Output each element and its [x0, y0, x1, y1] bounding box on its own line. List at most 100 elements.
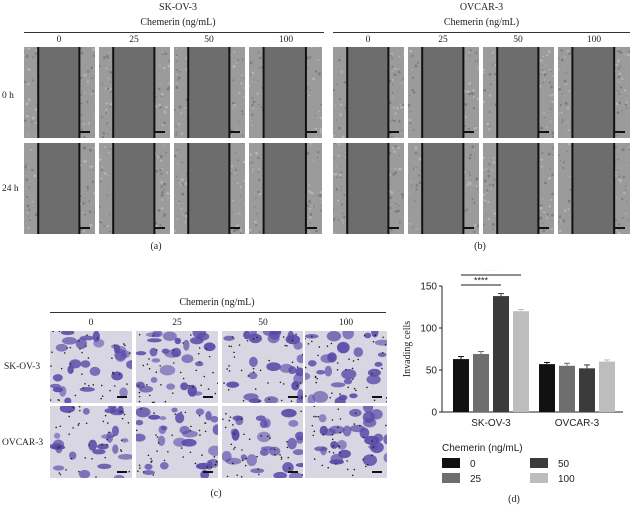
y-axis-label: Invading cells — [402, 321, 413, 377]
scale-bar — [117, 471, 127, 473]
panel-c-header-rule — [50, 312, 386, 313]
panel-a-header-rule — [24, 32, 324, 33]
transwell-micrograph-ovcar3-100 — [305, 406, 387, 478]
wound-micrograph-ovcar3-24h-50 — [483, 143, 554, 234]
legend-swatch-25 — [442, 473, 460, 483]
wound-micrograph-ovcar3-24h-0 — [333, 143, 404, 234]
transwell-micrograph-skov3-50 — [222, 331, 303, 403]
bar-sk-ov-3-25 — [473, 354, 489, 412]
bar-ovcar-3-100 — [599, 361, 615, 412]
scale-bar — [372, 396, 382, 398]
wound-micrograph-skov3-0h-0 — [24, 47, 95, 138]
panel-a-caption: (a) — [150, 241, 162, 252]
legend-title: Chemerin (ng/mL) — [442, 443, 523, 454]
bar-ovcar-3-25 — [559, 365, 575, 412]
panel-d-caption: (d) — [508, 494, 520, 505]
transwell-micrograph-ovcar3-50 — [222, 406, 303, 478]
scale-bar — [230, 131, 240, 133]
scale-bar — [615, 131, 625, 133]
x-category-label: OVCAR-3 — [555, 418, 600, 429]
legend-label-50: 50 — [558, 459, 570, 470]
legend-swatch-0 — [442, 458, 460, 468]
bar-ovcar-3-50 — [579, 368, 595, 412]
scale-bar — [203, 396, 213, 398]
panel-a-col-25: 25 — [129, 35, 139, 45]
wound-micrograph-ovcar3-0h-100 — [558, 47, 630, 138]
panel-b-col-25: 25 — [438, 35, 448, 45]
scale-bar — [389, 131, 399, 133]
scale-bar — [80, 131, 90, 133]
panel-a-col-50: 50 — [204, 35, 214, 45]
scale-bar — [155, 227, 165, 229]
panel-c-row-ovcar3: OVCAR-3 — [2, 438, 44, 448]
significance-marker: **** — [484, 270, 499, 276]
panel-a-col-0: 0 — [56, 35, 62, 45]
y-tick-label: 0 — [431, 408, 437, 419]
legend-swatch-100 — [530, 473, 548, 483]
scale-bar — [155, 131, 165, 133]
wound-micrograph-skov3-24h-100 — [249, 143, 322, 234]
transwell-micrograph-skov3-100 — [305, 331, 387, 403]
panel-a-treatment-label: Chemerin (ng/mL) — [140, 17, 216, 28]
panel-c-col-25: 25 — [172, 318, 182, 328]
scale-bar — [288, 471, 298, 473]
panel-b-col-0: 0 — [365, 35, 371, 45]
scale-bar — [615, 227, 625, 229]
scale-bar — [464, 131, 474, 133]
scale-bar — [372, 471, 382, 473]
wound-micrograph-ovcar3-0h-50 — [483, 47, 554, 138]
wound-micrograph-ovcar3-24h-25 — [408, 143, 479, 234]
significance-marker: **** — [474, 276, 489, 286]
wound-micrograph-skov3-24h-50 — [174, 143, 245, 234]
bar-ovcar-3-0 — [539, 364, 555, 412]
panel-b-cell-line: OVCAR-3 — [459, 2, 504, 13]
wound-micrograph-ovcar3-0h-0 — [333, 47, 404, 138]
panel-a-row-0h: 0 h — [2, 91, 14, 101]
panel-c-caption: (c) — [210, 488, 222, 499]
y-tick-label: 100 — [420, 324, 437, 335]
panel-c-row-skov3: SK-OV-3 — [4, 362, 41, 372]
x-category-label: SK-OV-3 — [471, 418, 511, 429]
bar-sk-ov-3-50 — [493, 296, 509, 412]
scale-bar — [464, 227, 474, 229]
wound-micrograph-skov3-0h-100 — [249, 47, 322, 138]
wound-micrograph-skov3-0h-50 — [174, 47, 245, 138]
scale-bar — [307, 227, 317, 229]
scale-bar — [539, 227, 549, 229]
scale-bar — [539, 131, 549, 133]
bar-sk-ov-3-0 — [453, 359, 469, 412]
transwell-micrograph-skov3-0 — [50, 331, 132, 403]
wound-micrograph-skov3-0h-25 — [99, 47, 170, 138]
panel-a-col-100: 100 — [278, 35, 294, 45]
panel-c-col-100: 100 — [338, 318, 354, 328]
scale-bar — [80, 227, 90, 229]
scale-bar — [117, 396, 127, 398]
transwell-micrograph-ovcar3-25 — [136, 406, 218, 478]
scale-bar — [288, 396, 298, 398]
transwell-micrograph-skov3-25 — [136, 331, 218, 403]
panel-a-row-24h: 24 h — [2, 184, 19, 194]
wound-micrograph-skov3-24h-0 — [24, 143, 95, 234]
panel-b-col-50: 50 — [513, 35, 523, 45]
panel-c-treatment-label: Chemerin (ng/mL) — [179, 297, 255, 308]
transwell-micrograph-ovcar3-0 — [50, 406, 132, 478]
y-tick-label: 50 — [426, 366, 438, 377]
invading-cells-chart: 0 50 100 150 Invading cells SK-OV-3 OVCAR-3 ***… — [402, 270, 623, 505]
panel-a-cell-line: SK-OV-3 — [159, 2, 197, 13]
scale-bar — [230, 227, 240, 229]
wound-micrograph-ovcar3-24h-100 — [558, 143, 630, 234]
scale-bar — [203, 471, 213, 473]
legend-label-0: 0 — [470, 459, 476, 470]
scale-bar — [389, 227, 399, 229]
wound-micrograph-ovcar3-0h-25 — [408, 47, 479, 138]
panel-b-treatment-label: Chemerin (ng/mL) — [443, 17, 520, 28]
panel-b-header-rule — [333, 32, 630, 33]
panel-b-col-100: 100 — [586, 35, 602, 45]
y-tick-label: 150 — [420, 282, 437, 293]
wound-micrograph-skov3-24h-25 — [99, 143, 170, 234]
panel-c-col-50: 50 — [258, 318, 268, 328]
legend-swatch-50 — [530, 458, 548, 468]
scale-bar — [307, 131, 317, 133]
panel-c-col-0: 0 — [88, 318, 94, 328]
legend-label-100: 100 — [558, 474, 575, 485]
